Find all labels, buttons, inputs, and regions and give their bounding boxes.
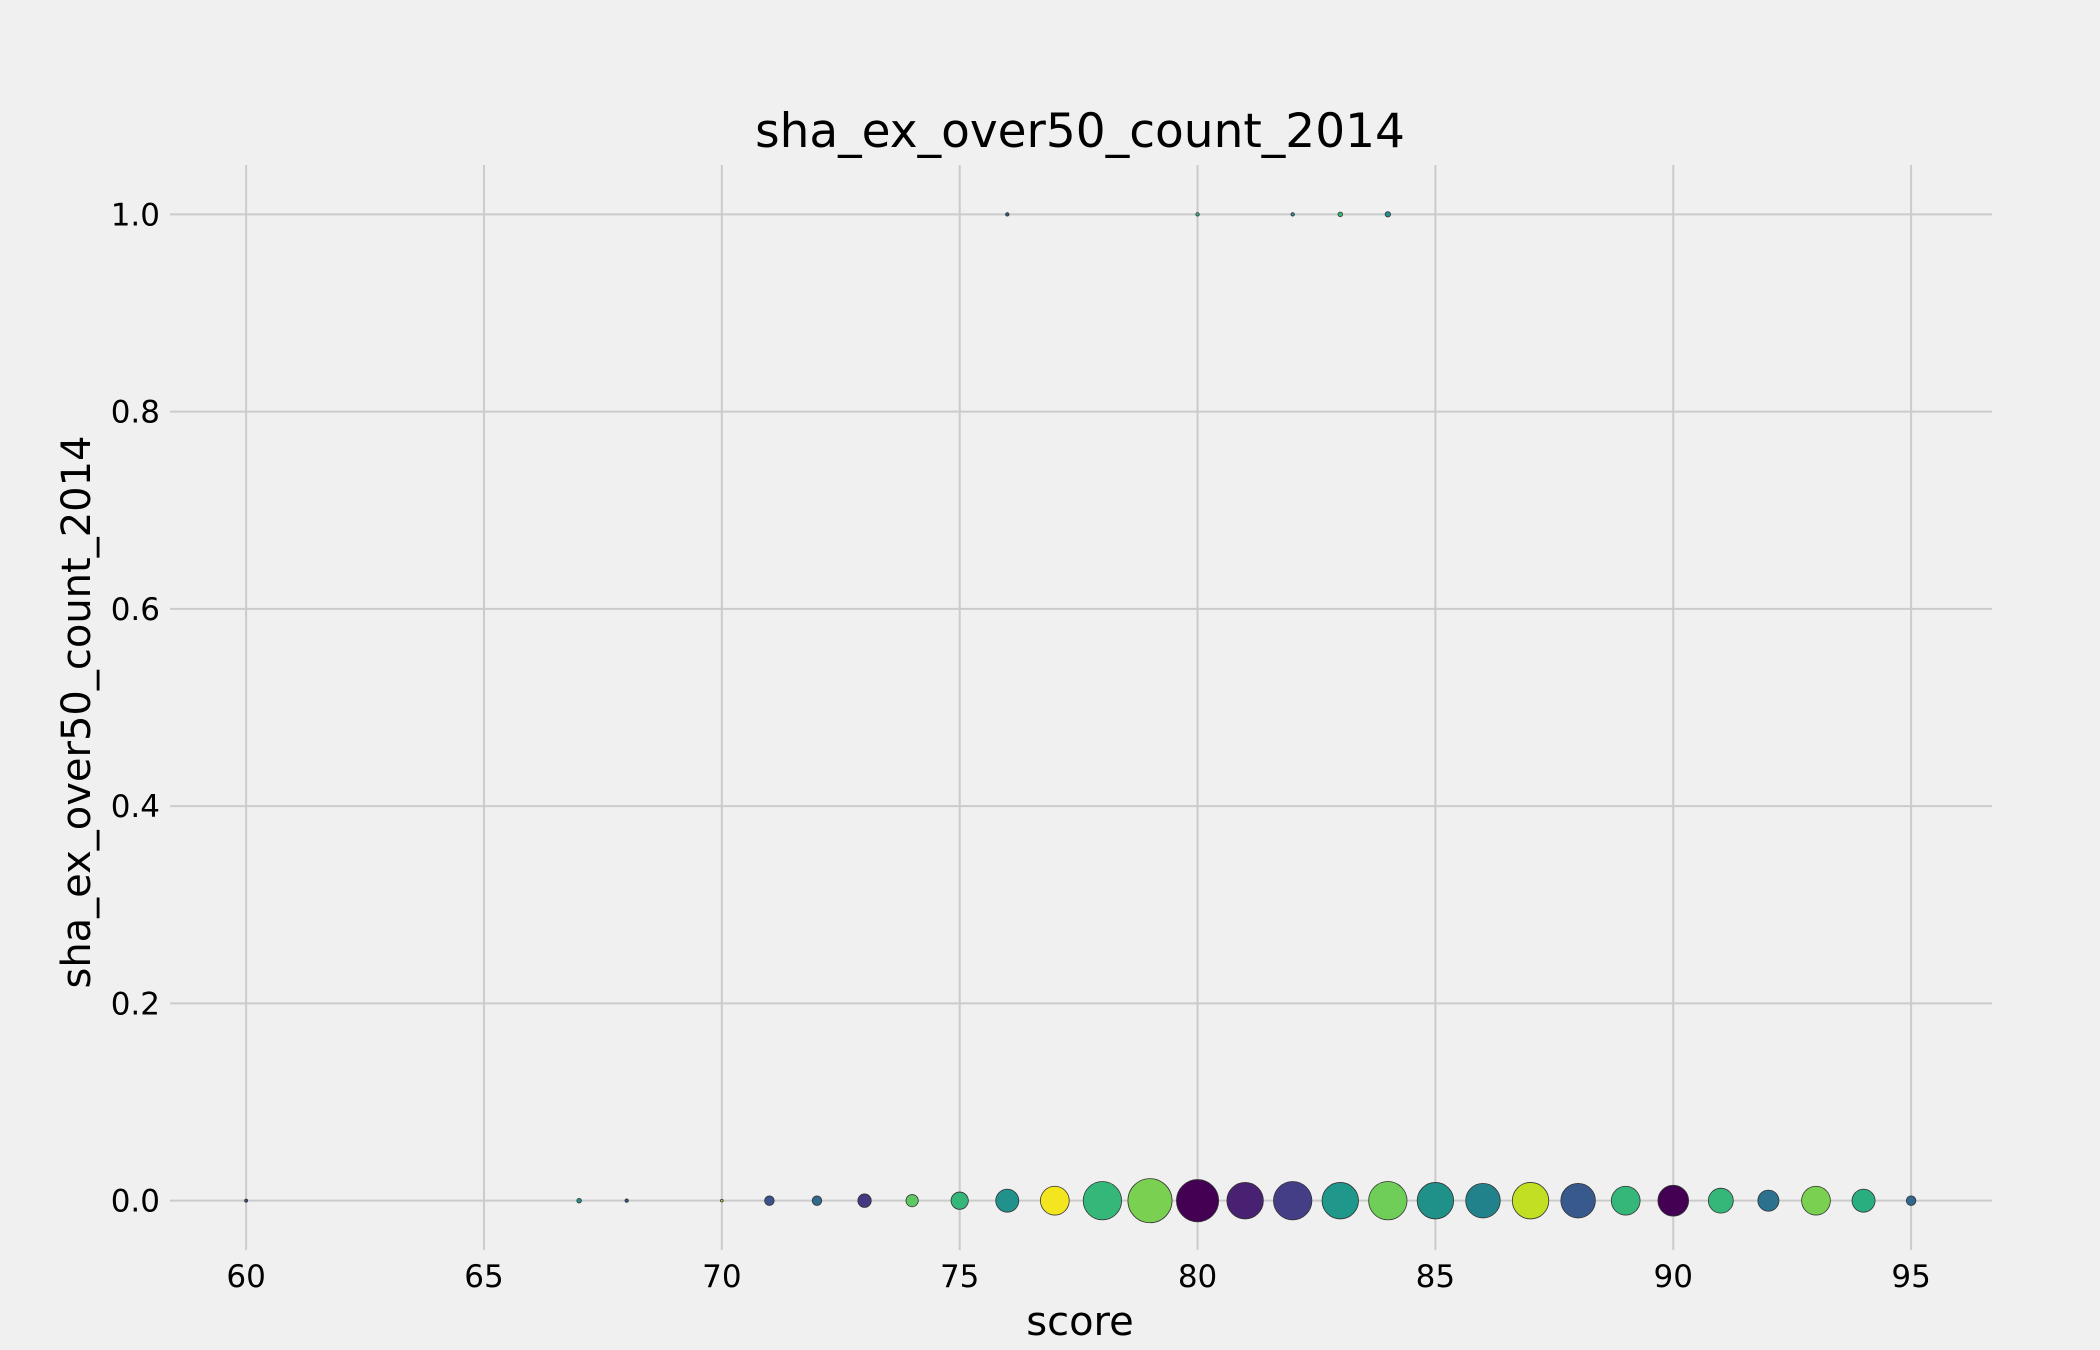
chart-title: sha_ex_over50_count_2014 [755, 104, 1405, 159]
data-point [1176, 1179, 1220, 1223]
data-point [1082, 1181, 1123, 1221]
x-tick-label: 90 [1654, 1259, 1693, 1295]
data-point [1416, 1182, 1455, 1220]
x-tick-label: 95 [1891, 1259, 1930, 1295]
data-point [1657, 1184, 1690, 1217]
data-point [1273, 1181, 1313, 1221]
y-tick-label: 0.8 [111, 395, 160, 431]
data-point [1127, 1178, 1173, 1224]
data-point [1005, 212, 1010, 217]
x-axis-label: score [1026, 1299, 1133, 1345]
data-point [811, 1195, 823, 1206]
data-point [1226, 1182, 1264, 1220]
data-point [1560, 1183, 1596, 1219]
data-point [1801, 1185, 1831, 1216]
x-tick-label: 70 [702, 1259, 741, 1295]
data-point [857, 1193, 872, 1208]
data-point [1321, 1182, 1359, 1220]
x-tick-label: 80 [1178, 1259, 1217, 1295]
y-tick-label: 0.4 [111, 789, 160, 825]
y-axis-label: sha_ex_over50_count_2014 [54, 435, 100, 988]
y-tick-label: 0.6 [111, 592, 160, 628]
data-point [1905, 1195, 1917, 1206]
x-tick-label: 60 [226, 1259, 265, 1295]
data-point [1851, 1188, 1876, 1213]
data-point [244, 1198, 249, 1203]
data-point [1290, 212, 1295, 217]
data-point [1368, 1181, 1408, 1221]
data-point [1040, 1185, 1070, 1216]
grid-lines [170, 165, 1992, 1250]
data-point [1511, 1182, 1550, 1220]
data-point [1384, 211, 1391, 218]
y-tick-label: 0.2 [111, 986, 160, 1022]
x-tick-label: 75 [940, 1259, 979, 1295]
y-tick-label: 1.0 [111, 197, 160, 233]
data-point [624, 1198, 629, 1203]
data-point [764, 1195, 775, 1206]
data-point [1195, 212, 1200, 217]
x-tick-label: 85 [1416, 1259, 1455, 1295]
data-point [576, 1197, 582, 1204]
x-tick-label: 65 [464, 1259, 503, 1295]
data-point [1610, 1185, 1641, 1216]
y-tick-label: 0.0 [111, 1184, 160, 1220]
data-point [1337, 211, 1343, 218]
data-point [1757, 1189, 1780, 1212]
data-point [1465, 1183, 1501, 1219]
data-point [1707, 1187, 1734, 1214]
data-point [905, 1194, 919, 1208]
data-point [720, 1198, 724, 1203]
data-points [244, 211, 1917, 1224]
data-point [995, 1188, 1020, 1213]
data-point [950, 1191, 969, 1210]
tick-labels: 60 65 70 75 80 85 90 95 0.0 0.2 0.4 0.6 0.8 1.0 [111, 197, 1931, 1295]
